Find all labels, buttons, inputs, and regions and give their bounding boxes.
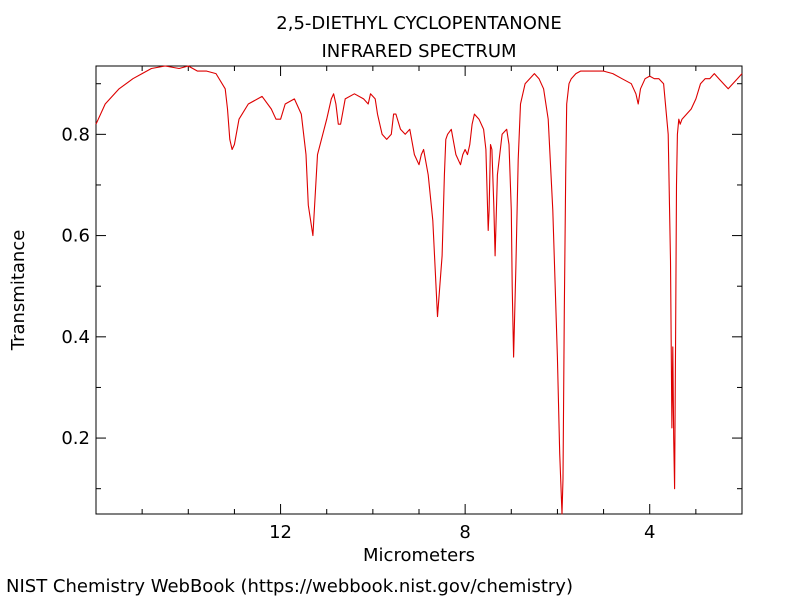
spectrum-line [95, 65, 743, 515]
y-tick-label: 0.6 [61, 226, 90, 247]
x-tick-label: 8 [459, 522, 470, 543]
x-tick-label: 12 [269, 522, 292, 543]
y-tick-label: 0.8 [61, 124, 90, 145]
y-axis-label: Transmitance [8, 230, 29, 352]
plot-area [95, 65, 743, 515]
y-axis-ticks: 0.2 0.4 0.6 0.8 [61, 83, 742, 490]
source-credit: NIST Chemistry WebBook (https://webbook.… [6, 576, 573, 597]
y-tick-label: 0.4 [61, 327, 90, 348]
y-tick-label: 0.2 [61, 428, 90, 449]
chart-title: 2,5-DIETHYL CYCLOPENTANONE [276, 13, 561, 34]
chart-subtitle: INFRARED SPECTRUM [321, 41, 516, 62]
x-axis-ticks: 12 8 4 [141, 66, 697, 543]
x-axis-label: Micrometers [363, 545, 475, 566]
x-tick-label: 4 [644, 522, 655, 543]
